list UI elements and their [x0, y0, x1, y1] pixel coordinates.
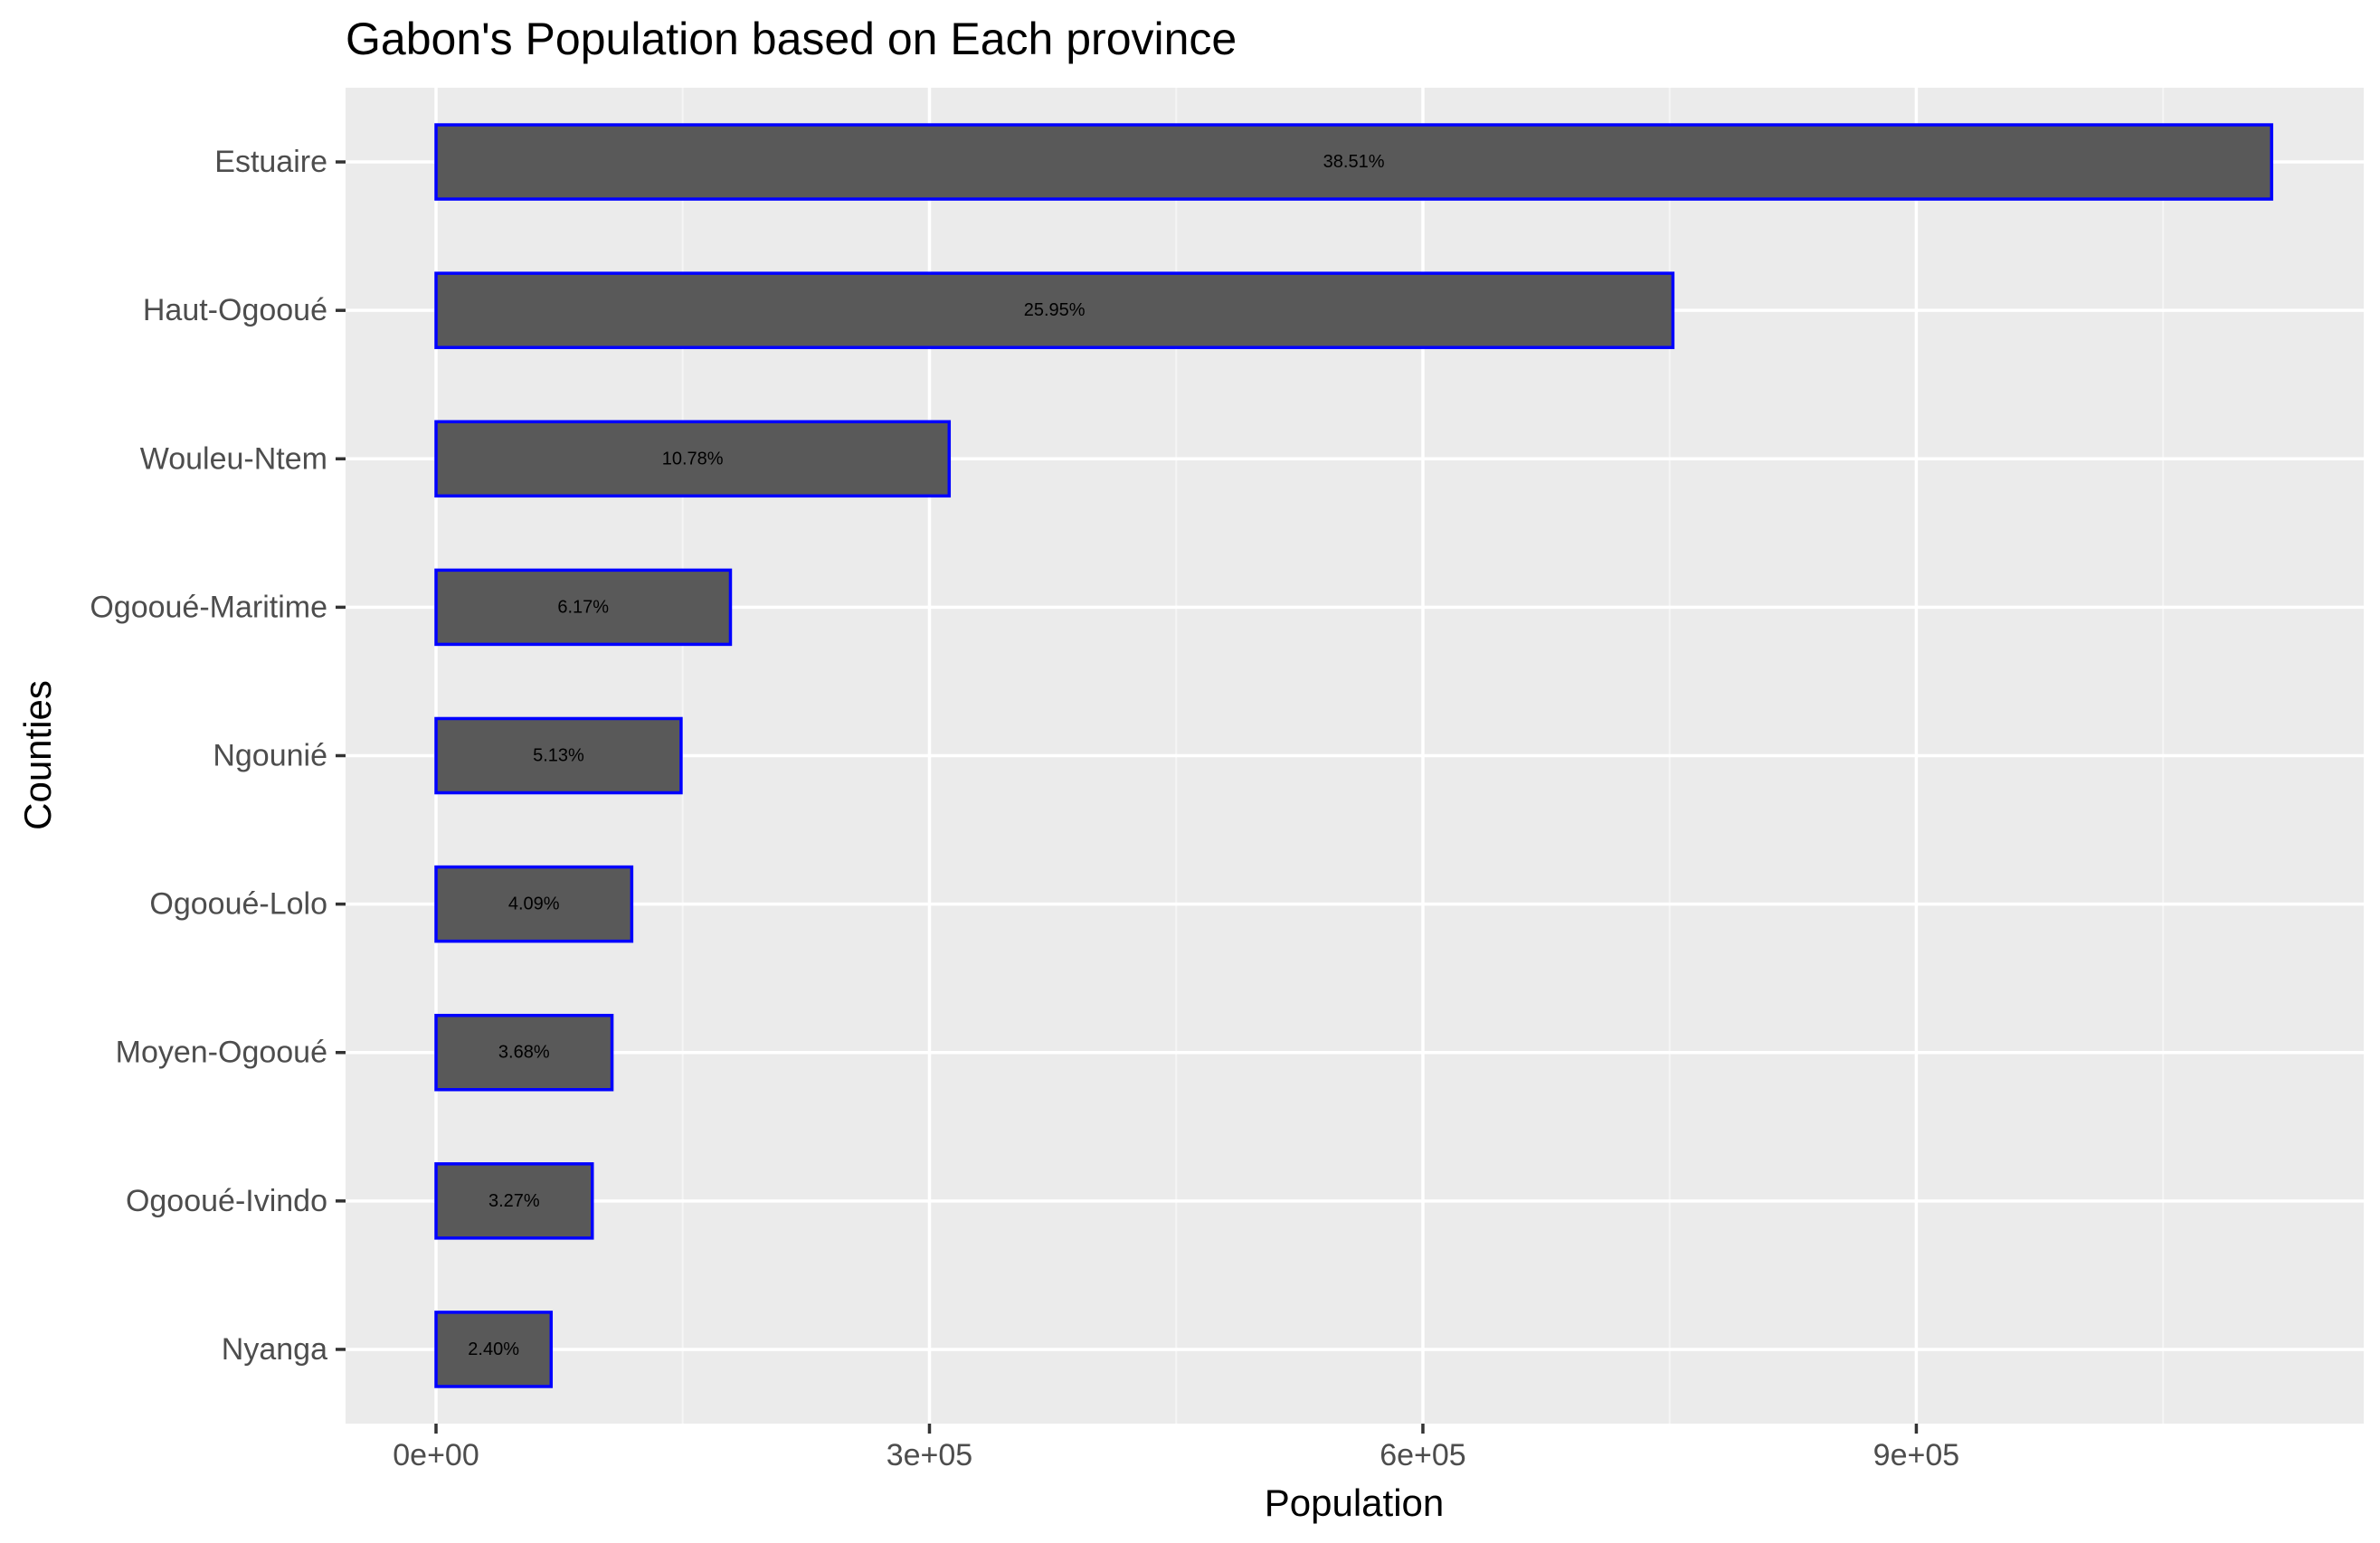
bar-value-label: 6.17% [557, 597, 609, 617]
bar-value-label: 25.95% [1024, 300, 1086, 320]
y-tick-label: Ngounié [213, 739, 327, 773]
y-tick-label: Haut-Ogooué [143, 293, 327, 327]
x-axis: 0e+00 3e+05 6e+05 9e+05 [393, 1424, 1959, 1472]
bar [434, 1311, 554, 1388]
y-axis-title: Counties [16, 680, 59, 830]
bar-value-label: 3.27% [488, 1191, 540, 1211]
y-tick-label: Nyanga [222, 1332, 327, 1367]
bar [434, 716, 683, 795]
bar-value-label: 4.09% [508, 895, 560, 914]
bar-value-label: 38.51% [1323, 152, 1385, 172]
bar [434, 123, 2273, 201]
bar [434, 420, 952, 498]
bar-value-label: 3.68% [498, 1043, 550, 1063]
x-tick-label: 6e+05 [1380, 1438, 1466, 1472]
bar [434, 271, 1675, 349]
y-tick-label: Wouleu-Ntem [140, 441, 327, 476]
bars [434, 123, 2273, 1388]
bar-value-labels: 38.51% 25.95% 10.78% 6.17% 5.13% 4.09% 3.68% 3.… [468, 152, 1384, 1359]
y-tick-label: Ogooué-Lolo [149, 887, 327, 922]
x-tick-label: 9e+05 [1873, 1438, 1960, 1472]
y-tick-label: Ogooué-Maritime [90, 590, 327, 624]
bar-value-label: 5.13% [533, 746, 584, 766]
chart-title: Gabon's Population based on Each provinc… [346, 14, 1237, 64]
y-tick-label: Moyen-Ogooué [116, 1036, 327, 1070]
y-axis: Estuaire Haut-Ogooué Wouleu-Ntem Ogooué-Mar… [90, 145, 346, 1367]
x-tick-label: 3e+05 [887, 1438, 973, 1472]
bar [434, 568, 733, 647]
y-tick-label: Estuaire [214, 145, 327, 179]
bar-value-label: 2.40% [468, 1339, 519, 1359]
y-tick-label: Ogooué-Ivindo [126, 1184, 327, 1218]
bar [434, 1013, 614, 1092]
x-tick-label: 0e+00 [393, 1438, 479, 1472]
x-axis-title: Population [1265, 1481, 1445, 1524]
bar [434, 1162, 594, 1240]
bar-value-label: 10.78% [662, 449, 724, 469]
bar [434, 865, 634, 943]
